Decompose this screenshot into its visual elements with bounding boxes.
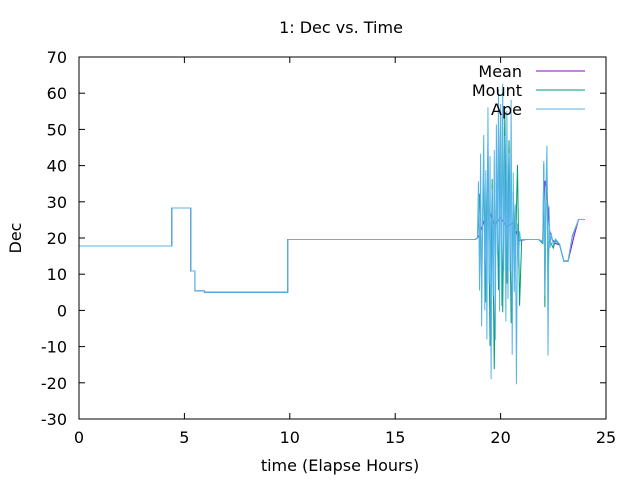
x-axis-label: time (Elapse Hours) bbox=[261, 456, 419, 475]
x-tick-label: 5 bbox=[179, 428, 189, 447]
y-tick-label: -10 bbox=[41, 338, 67, 357]
chart-title: 1: Dec vs. Time bbox=[279, 18, 403, 37]
y-axis-label: Dec bbox=[6, 223, 25, 254]
x-tick-label: 20 bbox=[490, 428, 510, 447]
x-tick-label: 15 bbox=[385, 428, 405, 447]
y-tick-label: 30 bbox=[47, 193, 67, 212]
legend-label-mount: Mount bbox=[472, 81, 522, 100]
y-tick-label: -30 bbox=[41, 410, 67, 429]
y-tick-label: -20 bbox=[41, 374, 67, 393]
y-tick-label: 50 bbox=[47, 120, 67, 139]
y-tick-label: 20 bbox=[47, 229, 67, 248]
series-layer bbox=[79, 83, 585, 385]
y-tick-label: 40 bbox=[47, 157, 67, 176]
legend-label-mean: Mean bbox=[478, 62, 522, 81]
y-tick-label: 10 bbox=[47, 265, 67, 284]
series-line-ape bbox=[79, 83, 585, 385]
y-tick-label: 60 bbox=[47, 84, 67, 103]
axes-layer: 0 5 10 15 20 25 -30 -20 -10 0 10 20 30 40 50 60 70 bbox=[41, 48, 616, 447]
legend-label-ape: Ape bbox=[491, 100, 522, 119]
x-tick-label: 0 bbox=[74, 428, 84, 447]
y-tick-label: 0 bbox=[57, 301, 67, 320]
y-tick-label: 70 bbox=[47, 48, 67, 67]
x-tick-label: 25 bbox=[596, 428, 616, 447]
x-tick-label: 10 bbox=[280, 428, 300, 447]
